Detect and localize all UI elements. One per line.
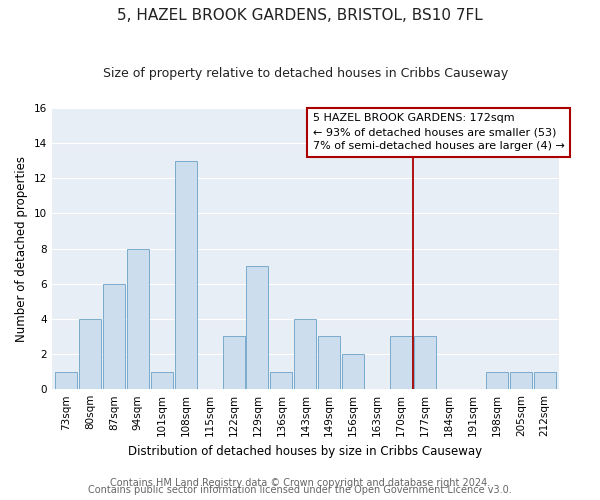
Bar [55,372,77,389]
Text: Contains public sector information licensed under the Open Government Licence v3: Contains public sector information licen… [88,485,512,495]
Bar [151,372,173,389]
Text: 5, HAZEL BROOK GARDENS, BRISTOL, BS10 7FL: 5, HAZEL BROOK GARDENS, BRISTOL, BS10 7F… [117,8,483,22]
Bar [79,319,101,389]
Bar [295,319,316,389]
Text: Contains HM Land Registry data © Crown copyright and database right 2024.: Contains HM Land Registry data © Crown c… [110,478,490,488]
Title: Size of property relative to detached houses in Cribbs Causeway: Size of property relative to detached ho… [103,68,508,80]
Bar [414,336,436,389]
Bar [271,372,292,389]
X-axis label: Distribution of detached houses by size in Cribbs Causeway: Distribution of detached houses by size … [128,444,482,458]
Y-axis label: Number of detached properties: Number of detached properties [15,156,28,342]
Bar [533,372,556,389]
Bar [223,336,245,389]
Bar [486,372,508,389]
Bar [342,354,364,389]
Bar [247,266,268,389]
Text: 5 HAZEL BROOK GARDENS: 172sqm
← 93% of detached houses are smaller (53)
7% of se: 5 HAZEL BROOK GARDENS: 172sqm ← 93% of d… [313,114,565,152]
Bar [390,336,412,389]
Bar [127,248,149,389]
Bar [175,161,197,389]
Bar [510,372,532,389]
Bar [318,336,340,389]
Bar [103,284,125,389]
